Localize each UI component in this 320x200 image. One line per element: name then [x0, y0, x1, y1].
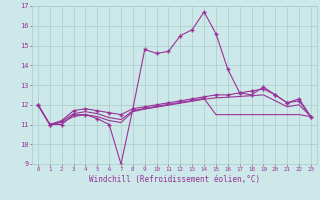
- X-axis label: Windchill (Refroidissement éolien,°C): Windchill (Refroidissement éolien,°C): [89, 175, 260, 184]
